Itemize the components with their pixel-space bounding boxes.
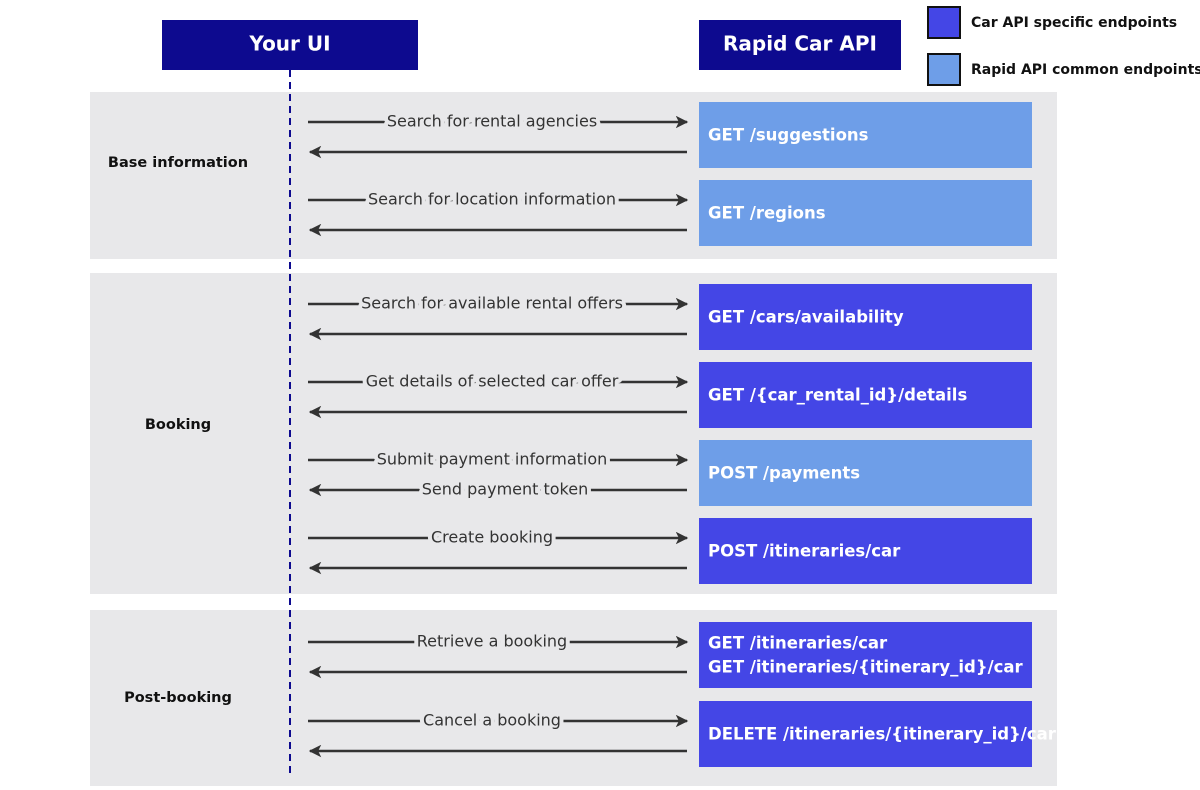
header-api: Rapid Car API: [723, 32, 877, 56]
section-label: Post-booking: [124, 690, 232, 706]
endpoint: DELETE /itineraries/{itinerary_id}/car: [708, 725, 1057, 744]
endpoint-box: [699, 362, 1032, 428]
header-box: [699, 20, 901, 70]
endpoint-box: [699, 440, 1032, 506]
legend-swatch: [927, 6, 961, 39]
request-label: Submit payment information: [377, 450, 608, 469]
request-label: Cancel a booking: [423, 711, 561, 730]
endpoint: GET /itineraries/{itinerary_id}/car: [708, 658, 1024, 677]
request-label: Search for available rental offers: [361, 294, 623, 313]
response-label: Send payment token: [422, 480, 588, 499]
section-label: Booking: [145, 417, 211, 433]
endpoint: POST /payments: [708, 464, 860, 483]
endpoint: POST /itineraries/car: [708, 542, 901, 561]
request-label: Get details of selected car offer: [366, 372, 619, 391]
endpoint: GET /{car_rental_id}/details: [708, 386, 967, 405]
endpoint-box: [699, 180, 1032, 246]
request-label: Search for location information: [368, 190, 616, 209]
request-label: Retrieve a booking: [417, 632, 567, 651]
legend-label: Rapid API common endpoints: [971, 62, 1200, 78]
section-label: Base information: [108, 155, 248, 171]
request-label: Create booking: [431, 528, 553, 547]
header-ui: Your UI: [248, 32, 330, 56]
endpoint-box: [699, 284, 1032, 350]
endpoint-box: [699, 701, 1032, 767]
legend-swatch: [927, 53, 961, 86]
endpoint: GET /regions: [708, 204, 826, 223]
endpoint: GET /cars/availability: [708, 308, 904, 327]
endpoint-box: [699, 622, 1032, 688]
header-box: [162, 20, 418, 70]
endpoint-box: [699, 102, 1032, 168]
request-label: Search for rental agencies: [387, 112, 597, 131]
endpoint-box: [699, 518, 1032, 584]
endpoint: GET /itineraries/car: [708, 634, 888, 653]
legend-label: Car API specific endpoints: [971, 15, 1177, 31]
endpoint: GET /suggestions: [708, 126, 869, 145]
